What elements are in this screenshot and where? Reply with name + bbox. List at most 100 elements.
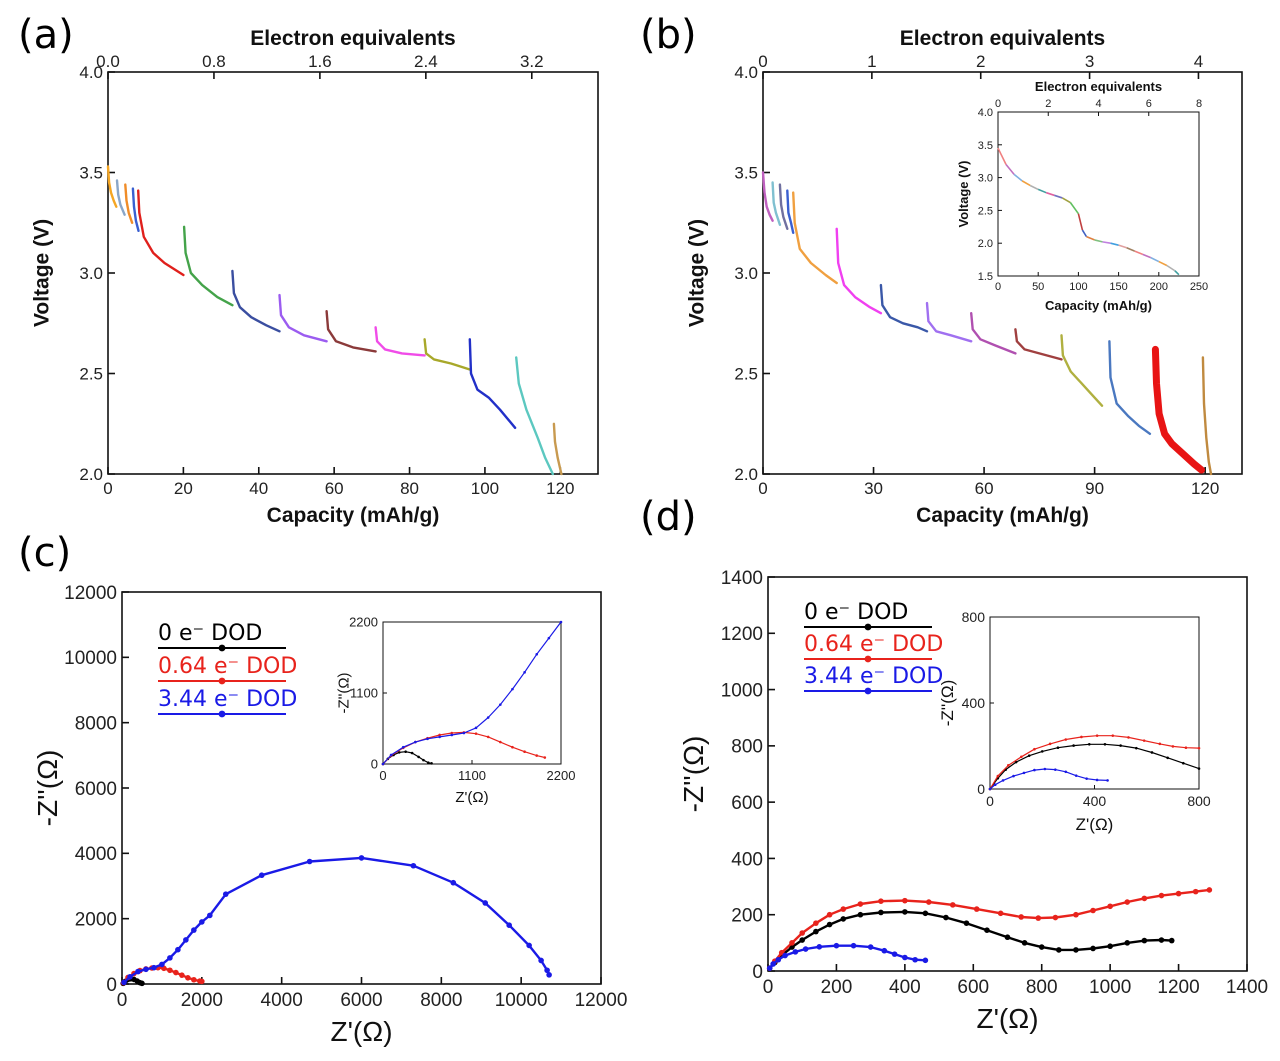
- a-series-line: [182, 225, 234, 307]
- bi-ytick-label: 3.0: [978, 173, 993, 185]
- d-xtick-label: 800: [1026, 977, 1058, 998]
- bi-x2tick-label: 2: [1045, 98, 1051, 110]
- b-series-line: [925, 301, 973, 343]
- ci-data-point: [535, 754, 539, 757]
- a-x2tick-label: 0.8: [202, 52, 226, 71]
- bi-series-segment: [1102, 241, 1111, 244]
- c-data-point: [258, 872, 265, 879]
- di-data-point: [1020, 755, 1023, 759]
- di-ytick-label: 0: [977, 781, 985, 797]
- ci-data-point: [511, 745, 514, 749]
- a-xtick-label: 0: [103, 479, 112, 498]
- panel-c-inset: 0 1100 2200 0 1100 2200 Z'(Ω) -Z''(Ω): [335, 615, 575, 806]
- d-xtick-label: 1200: [1157, 977, 1199, 998]
- a-ytick-label: 2.5: [79, 365, 103, 384]
- a-ytick-label: 2.0: [79, 465, 103, 484]
- panel-a-letter: (a): [18, 12, 74, 58]
- d-data-point: [922, 910, 929, 917]
- c-legend-marker: [218, 644, 226, 652]
- di-data-point: [1197, 767, 1201, 770]
- di-data-point: [1182, 761, 1185, 765]
- ci-data-point: [426, 737, 429, 741]
- d-data-point: [1038, 944, 1045, 950]
- c-x-axis-label: Z'(Ω): [330, 1016, 392, 1047]
- bi-series-segment: [1069, 202, 1080, 215]
- d-data-point: [881, 947, 888, 954]
- a-x-axis-label: Capacity (mAh/g): [267, 504, 440, 527]
- b-series-line: [771, 181, 782, 226]
- b-x2tick-label: 4: [1194, 52, 1203, 71]
- d-data-point: [766, 965, 773, 971]
- bi-series-segment: [1077, 213, 1084, 231]
- c-data-point: [410, 862, 417, 869]
- c-data-point: [183, 937, 189, 943]
- di-data-point: [1103, 742, 1107, 746]
- d-data-point: [949, 902, 956, 908]
- d-xtick-label: 1000: [1089, 977, 1131, 998]
- a-series-line: [137, 189, 185, 277]
- d-data-point: [789, 940, 795, 946]
- di-data-point: [1064, 738, 1068, 741]
- ci-data-point: [414, 740, 417, 744]
- d-data-point: [799, 937, 806, 943]
- d-legend-marker: [864, 687, 872, 695]
- ci-data-point: [438, 735, 441, 739]
- di-data-point: [1119, 744, 1122, 747]
- bi-xtick-label: 200: [1150, 281, 1168, 293]
- d-data-point: [1124, 940, 1131, 946]
- c-data-point: [185, 974, 191, 981]
- d-data-point: [891, 951, 898, 957]
- a-series-line: [423, 338, 471, 371]
- ci-data-point: [547, 636, 551, 640]
- b-series-line: [792, 191, 838, 285]
- di-data-point: [1001, 779, 1005, 782]
- c-data-point: [121, 979, 127, 986]
- c-xtick-label: 12000: [575, 990, 628, 1011]
- b-x2tick-label: 0: [758, 52, 767, 71]
- di-data-point: [1095, 778, 1099, 782]
- d-ytick-label: 1000: [721, 680, 763, 701]
- c-ytick-label: 12000: [64, 583, 117, 604]
- ci-data-point: [523, 750, 526, 754]
- di-data-point: [1095, 734, 1099, 737]
- b-ytick-label: 2.0: [734, 465, 758, 484]
- panel-d-inset: 0 400 800 0 400 800 Z'(Ω) -Z''(Ω): [938, 609, 1211, 834]
- d-data-point: [902, 909, 908, 915]
- d-data-point: [1021, 940, 1028, 946]
- b-series-line: [778, 183, 789, 230]
- c-ytick-label: 8000: [75, 714, 117, 735]
- ci-data-point: [486, 735, 490, 739]
- bi-ytick-label: 2.0: [978, 238, 993, 250]
- a-ytick-label: 3.5: [79, 164, 103, 183]
- bi-series-segment: [1110, 242, 1119, 246]
- ci-data-point: [438, 733, 441, 737]
- d-data-point: [1090, 945, 1096, 952]
- bi-series-segment: [1134, 250, 1144, 256]
- d-data-point: [850, 942, 857, 949]
- b-ytick-label: 2.5: [734, 365, 758, 384]
- b-series-line: [1201, 356, 1213, 476]
- c-xtick-label: 8000: [420, 990, 462, 1011]
- d-legend-marker: [864, 655, 872, 663]
- di-data-point: [1006, 764, 1010, 767]
- b-xtick-label: 120: [1191, 479, 1219, 498]
- bi-ytick-label: 3.5: [978, 140, 993, 152]
- di-data-point: [1074, 774, 1078, 777]
- c-data-point: [546, 972, 552, 978]
- d-data-point: [878, 898, 884, 905]
- bi-x2-axis-label: Electron equivalents: [1035, 79, 1162, 94]
- ci-data-point: [499, 703, 502, 706]
- di-data-point: [1027, 754, 1031, 757]
- d-data-point: [775, 956, 782, 963]
- di-data-point: [1080, 735, 1083, 739]
- bi-xtick-label: 50: [1032, 281, 1044, 293]
- d-data-point: [973, 906, 980, 912]
- b-series-line: [879, 283, 929, 333]
- d-data-point: [1192, 888, 1199, 895]
- d-data-point: [1056, 947, 1062, 953]
- d-ytick-label: 1400: [721, 568, 763, 589]
- b-ytick-label: 3.5: [734, 164, 758, 183]
- a-series-line: [468, 338, 517, 429]
- di-data-point: [1022, 771, 1026, 775]
